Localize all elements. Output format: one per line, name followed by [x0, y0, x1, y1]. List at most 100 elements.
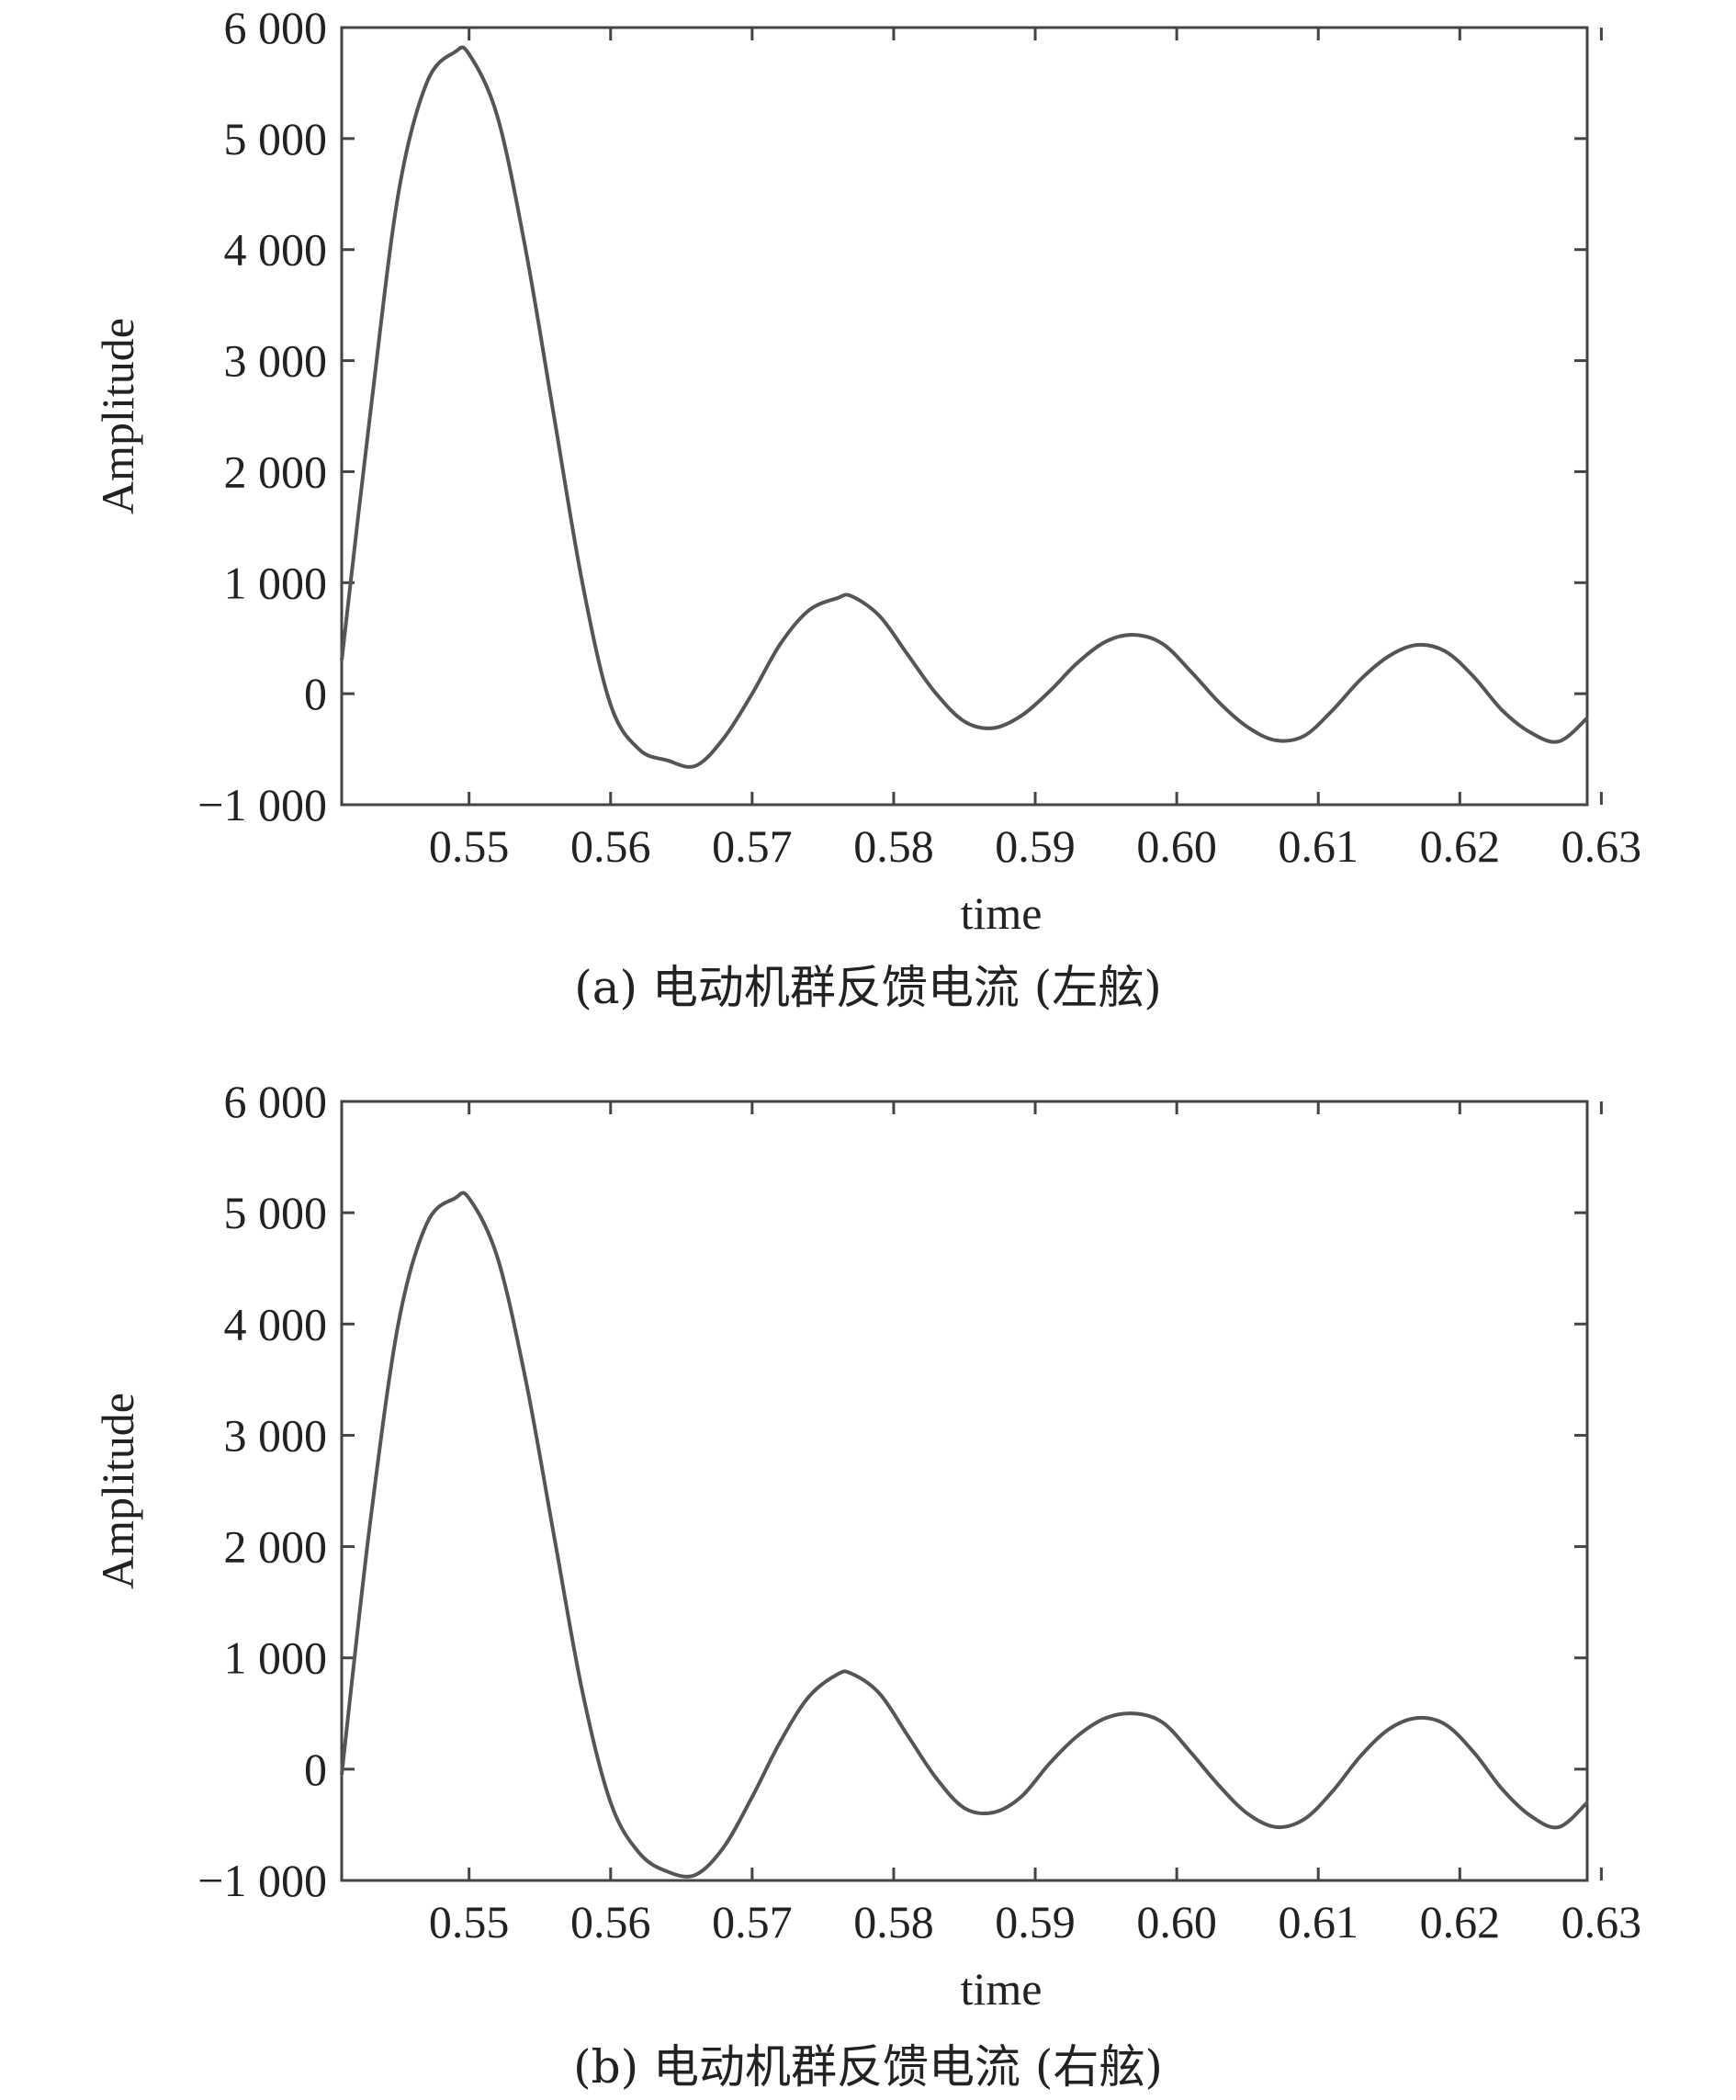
data-point: [468, 52, 471, 56]
x-tick-label: 0.63: [1561, 1896, 1642, 1948]
data-point: [1217, 701, 1221, 705]
data-point: [368, 414, 372, 418]
data-point: [906, 1734, 909, 1737]
data-point: [1302, 1817, 1306, 1821]
x-tick-label: 0.61: [1278, 1896, 1358, 1948]
x-tick-label: 0.55: [429, 1896, 510, 1948]
data-point: [807, 1695, 810, 1699]
data-point: [552, 414, 556, 418]
y-axis-title: Amplitude: [92, 1393, 143, 1589]
data-point: [1472, 1751, 1476, 1755]
series-line-0: [340, 45, 1589, 769]
data-point: [609, 1801, 613, 1804]
data-point: [1274, 1825, 1278, 1829]
x-tick-label: 0.60: [1136, 820, 1217, 872]
data-point: [991, 727, 995, 730]
series-line-0: [340, 1191, 1589, 1879]
data-point: [1076, 1734, 1079, 1737]
y-tick-label: −1 000: [197, 1855, 327, 1906]
data-point: [835, 1673, 839, 1677]
data-point: [1161, 1721, 1165, 1724]
data-point: [665, 759, 669, 762]
data-point: [1246, 725, 1249, 728]
chart-a-caption: (a) 电动机群反馈电流 (左舷): [574, 961, 1162, 1014]
x-tick-label: 0.60: [1136, 1896, 1217, 1948]
data-point: [524, 1378, 527, 1382]
chart-b-caption: (b) 电动机群反馈电流 (右舷): [573, 2040, 1163, 2094]
y-tick-label: 1 000: [224, 557, 328, 608]
y-tick-label: 6 000: [224, 2, 328, 53]
data-point: [1048, 1762, 1051, 1766]
data-point: [1501, 708, 1504, 712]
data-point: [1359, 1754, 1362, 1757]
data-point: [1076, 660, 1079, 664]
chart-b-svg: −1 000 0 1 000 2 000 3 000 4 000 5 000 6 000 0.5…: [92, 1076, 1642, 2015]
data-point: [1104, 639, 1108, 643]
data-point: [1189, 1751, 1192, 1755]
data-point: [368, 1522, 372, 1526]
data-point: [1133, 1711, 1136, 1715]
x-tick-label: 0.56: [570, 820, 651, 872]
y-tick-label: 6 000: [224, 1076, 328, 1127]
y-tick-label: 3 000: [224, 1409, 328, 1461]
data-point: [425, 81, 428, 85]
data-point: [906, 653, 909, 657]
data-point: [1557, 1825, 1561, 1829]
x-tick-label: 0.61: [1278, 820, 1358, 872]
data-point: [878, 1692, 881, 1695]
data-point: [1302, 734, 1306, 738]
data-point: [340, 1773, 344, 1777]
data-point: [934, 1777, 938, 1779]
data-point: [496, 115, 499, 119]
x-tick-label: 0.59: [995, 820, 1076, 872]
data-point: [1557, 740, 1561, 743]
data-point: [1104, 1716, 1108, 1720]
y-tick-label: 4 000: [224, 224, 328, 276]
data-point: [693, 1873, 697, 1877]
data-point: [779, 642, 783, 646]
x-tick-label: 0.59: [995, 1896, 1076, 1948]
y-tick-label: 2 000: [224, 446, 328, 497]
y-tick-label: 3 000: [224, 335, 328, 387]
data-point: [1217, 1784, 1221, 1788]
data-point: [609, 703, 613, 706]
data-point: [878, 615, 881, 617]
x-axis-title: time: [961, 1963, 1043, 2015]
data-point: [779, 1740, 783, 1744]
data-point: [1472, 675, 1476, 679]
x-tick-label: 0.62: [1420, 1896, 1501, 1948]
data-point: [750, 692, 754, 695]
data-point: [425, 1222, 428, 1225]
data-point: [722, 737, 726, 740]
y-tick-label: 4 000: [224, 1298, 328, 1349]
y-tick-label: 1 000: [224, 1632, 328, 1684]
data-point: [1585, 1801, 1589, 1804]
data-point: [835, 596, 839, 600]
data-point: [397, 192, 400, 196]
data-point: [1528, 730, 1532, 734]
data-point: [1246, 1812, 1249, 1815]
data-point: [963, 1806, 966, 1810]
data-point: [1501, 1788, 1504, 1791]
data-point: [1444, 649, 1448, 653]
data-point: [1048, 690, 1051, 694]
x-tick-label: 0.56: [570, 1896, 651, 1948]
data-point: [807, 609, 810, 612]
data-point: [850, 594, 853, 598]
data-point: [1415, 643, 1419, 647]
y-tick-label: 5 000: [224, 1187, 328, 1238]
data-point: [1020, 1795, 1023, 1799]
data-point: [453, 1196, 457, 1200]
data-point: [552, 1534, 556, 1537]
data-point: [637, 1851, 641, 1855]
data-point: [453, 51, 457, 54]
x-tick-label: 0.62: [1420, 820, 1501, 872]
data-point: [496, 1256, 499, 1259]
data-point: [340, 659, 344, 662]
data-point: [991, 1811, 995, 1814]
y-tick-label: 0: [304, 1744, 327, 1795]
y-tick-label: 2 000: [224, 1521, 328, 1573]
data-point: [1189, 670, 1192, 673]
x-tick-label: 0.57: [712, 820, 793, 872]
data-point: [850, 1672, 853, 1676]
